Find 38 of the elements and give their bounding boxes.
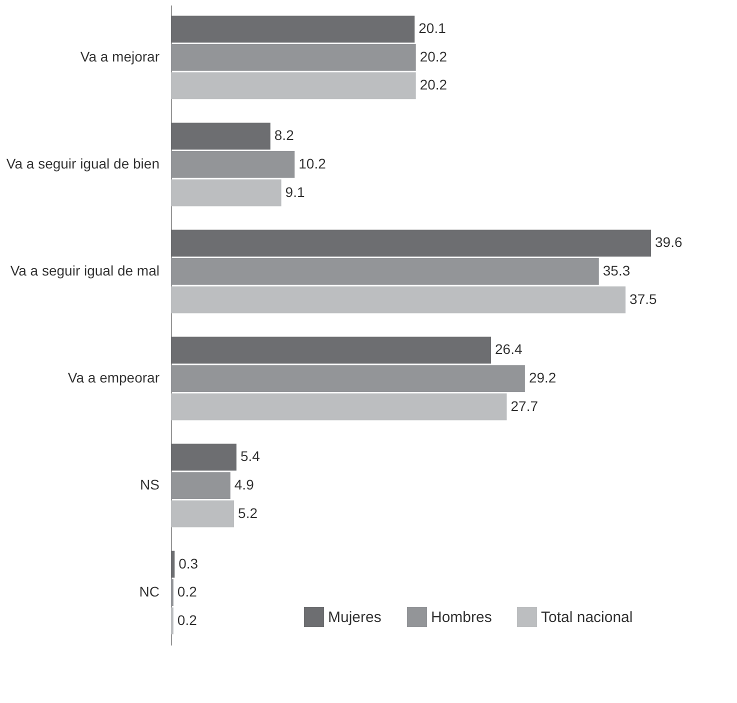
data-label: 29.2 [528,370,556,386]
y-tick-label: NS [140,476,160,493]
bar [171,500,234,528]
bar [171,444,236,471]
legend-label: Mujeres [328,609,382,626]
data-label: 20.2 [420,48,448,64]
bar [171,230,651,257]
data-label: 39.6 [655,234,682,250]
bar [171,393,507,420]
y-tick-label: Va a empeorar [68,370,160,386]
bar [171,550,175,578]
y-tick-label: NC [139,584,160,600]
data-label: 20.2 [420,76,448,93]
data-label: 27.7 [510,398,538,414]
y-tick-label: Va a mejorar [80,48,160,64]
data-label: 26.4 [495,341,522,358]
data-label: 10.2 [298,155,326,172]
data-label: 5.4 [240,448,260,464]
bar [171,179,282,206]
bar [171,286,626,314]
data-label: 37.5 [630,290,658,307]
data-label: 8.2 [274,127,294,144]
data-label: 5.2 [238,504,258,521]
data-label: 20.1 [418,20,446,36]
bar [171,336,491,364]
bar [171,122,270,150]
bar [171,72,416,100]
data-label: 0.3 [178,555,198,572]
y-tick-label: Va a seguir igual de mal [10,262,160,278]
data-label: 4.9 [234,476,254,493]
data-label: 35.3 [602,262,630,278]
bar [171,16,415,43]
data-label: 0.2 [177,584,198,600]
legend-label: Hombres [431,609,492,626]
legend-label: Total nacional [541,609,633,626]
y-tick-label: Va a seguir igual de bien [6,155,160,172]
data-label: 0.2 [177,612,198,628]
data-label: 9.1 [285,184,305,200]
